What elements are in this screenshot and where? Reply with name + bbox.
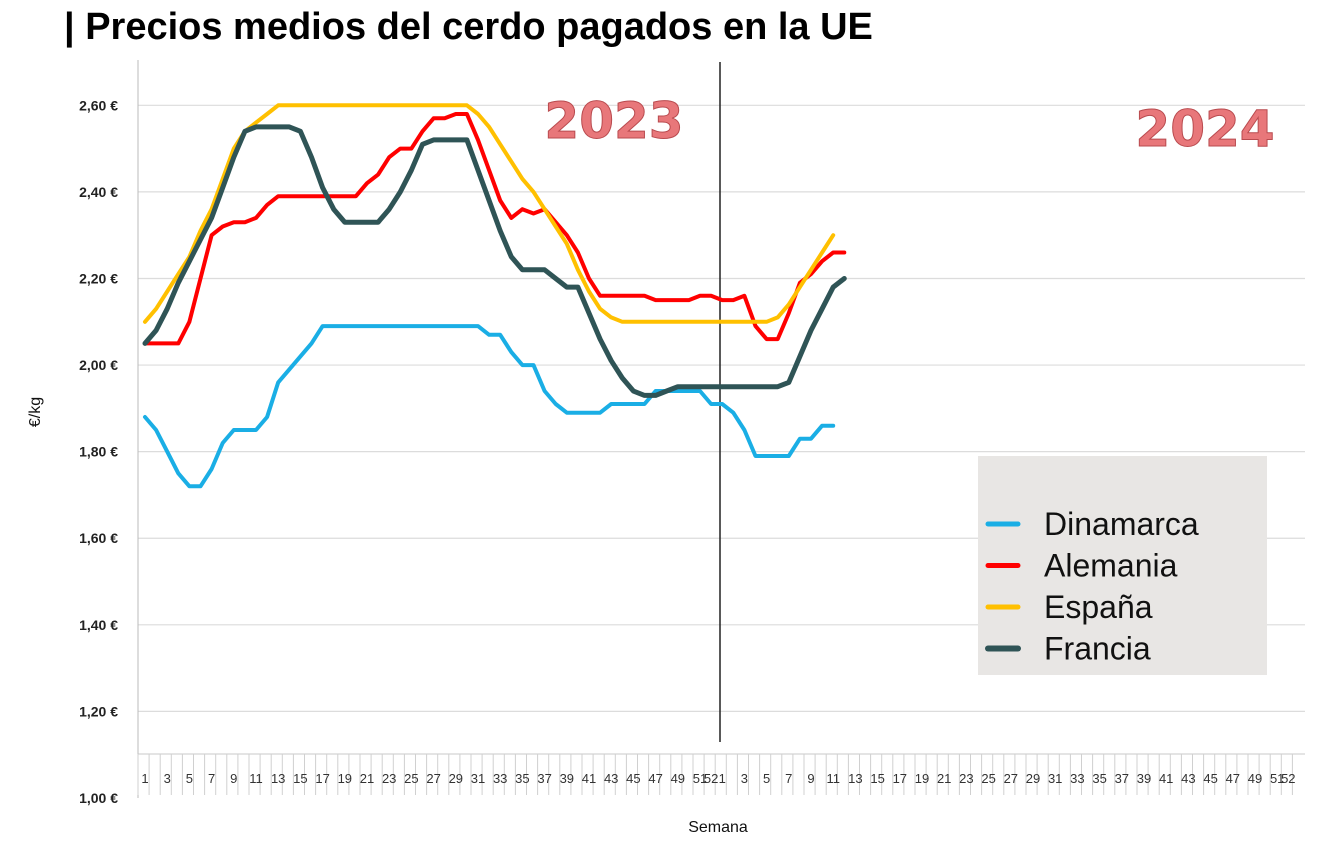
x-axis-label: Semana xyxy=(688,819,748,836)
x-tick-label: 37 xyxy=(1115,771,1129,786)
x-tick-label: 33 xyxy=(1070,771,1084,786)
y-tick-label: 1,60 € xyxy=(79,530,118,546)
series-line-alemania xyxy=(143,112,847,346)
series-line-francia xyxy=(142,124,847,398)
x-tick-label: 45 xyxy=(626,771,640,786)
legend-entry: Dinamarca xyxy=(1044,506,1199,542)
x-tick-label: 17 xyxy=(893,771,907,786)
x-tick-label: 1 xyxy=(719,771,726,786)
x-tick-label: 13 xyxy=(271,771,285,786)
x-tick-label: 3 xyxy=(164,771,171,786)
x-tick-label: 19 xyxy=(915,771,929,786)
series-line-dinamarca xyxy=(143,324,836,489)
y-tick-label: 2,40 € xyxy=(79,184,118,200)
legend-entry: Francia xyxy=(1044,631,1151,667)
x-tick-label: 17 xyxy=(315,771,329,786)
chart-title: | Precios medios del cerdo pagados en la… xyxy=(64,6,873,48)
x-tick-label: 41 xyxy=(1159,771,1173,786)
x-tick-label: 35 xyxy=(1092,771,1106,786)
x-tick-label: 31 xyxy=(471,771,485,786)
x-tick-label: 27 xyxy=(426,771,440,786)
grid-lines xyxy=(137,60,1305,798)
x-tick-label: 11 xyxy=(826,771,840,786)
x-tick-label: 49 xyxy=(671,771,685,786)
x-tick-label: 7 xyxy=(785,771,792,786)
y-axis-ticks: 1,00 € 1,20 € 1,40 € 1,60 € 1,80 € 2,00 € 2,20… xyxy=(79,97,118,806)
y-tick-label: 1,00 € xyxy=(79,790,118,806)
x-tick-label: 9 xyxy=(807,771,814,786)
x-tick-label: 33 xyxy=(493,771,507,786)
x-tick-label: 47 xyxy=(1226,771,1240,786)
x-tick-label: 29 xyxy=(1026,771,1040,786)
x-tick-label: 37 xyxy=(537,771,551,786)
x-tick-label: 7 xyxy=(208,771,215,786)
y-tick-label: 2,20 € xyxy=(79,270,118,286)
x-tick-label: 15 xyxy=(870,771,884,786)
x-tick-label: 27 xyxy=(1004,771,1018,786)
x-tick-label: 13 xyxy=(848,771,862,786)
x-tick-label: 49 xyxy=(1248,771,1262,786)
x-tick-label: 35 xyxy=(515,771,529,786)
x-tick-label: 51 xyxy=(693,771,707,786)
x-tick-label: 23 xyxy=(959,771,973,786)
x-tick-label: 21 xyxy=(937,771,951,786)
x-tick-label: 5 xyxy=(186,771,193,786)
legend: Dinamarca Alemania España Francia xyxy=(978,456,1267,675)
y-tick-label: 1,40 € xyxy=(79,617,118,633)
y-tick-label: 1,80 € xyxy=(79,444,118,460)
x-tick-label: 52 xyxy=(704,771,718,786)
x-tick-label: 1 xyxy=(141,771,148,786)
x-tick-label: 9 xyxy=(230,771,237,786)
x-tick-label: 3 xyxy=(741,771,748,786)
y-tick-label: 2,60 € xyxy=(79,97,118,113)
x-tick-label: 43 xyxy=(604,771,618,786)
x-tick-label: 51 xyxy=(1270,771,1284,786)
legend-box xyxy=(978,456,1267,675)
year-label-2024: 2024 xyxy=(1135,100,1274,158)
series-lines xyxy=(142,103,847,489)
x-tick-label: 47 xyxy=(648,771,662,786)
legend-entry: Alemania xyxy=(1044,548,1178,584)
x-tick-label: 15 xyxy=(293,771,307,786)
x-tick-label: 31 xyxy=(1048,771,1062,786)
x-axis: 1 3 5 7 9 11 13 15 17 19 21 23 25 27 29 31 33 35 37 39 41 43 4… xyxy=(137,753,1305,795)
y-axis-label: €/kg xyxy=(27,397,44,427)
x-tick-label: 5 xyxy=(763,771,770,786)
x-tick-label: 39 xyxy=(560,771,574,786)
x-tick-label: 39 xyxy=(1137,771,1151,786)
x-tick-label: 41 xyxy=(582,771,596,786)
x-tick-label: 45 xyxy=(1203,771,1217,786)
x-tick-label: 19 xyxy=(338,771,352,786)
x-tick-label: 21 xyxy=(360,771,374,786)
series-line-españa xyxy=(143,103,836,324)
x-tick-label: 23 xyxy=(382,771,396,786)
x-tick-label: 29 xyxy=(449,771,463,786)
y-tick-label: 1,20 € xyxy=(79,703,118,719)
x-tick-label: 43 xyxy=(1181,771,1195,786)
x-tick-label: 11 xyxy=(249,771,263,786)
y-tick-label: 2,00 € xyxy=(79,357,118,373)
year-label-2023: 2023 xyxy=(544,92,683,150)
legend-entry: España xyxy=(1044,589,1153,625)
x-tick-label: 25 xyxy=(981,771,995,786)
x-tick-label: 52 xyxy=(1281,771,1295,786)
x-tick-label: 25 xyxy=(404,771,418,786)
